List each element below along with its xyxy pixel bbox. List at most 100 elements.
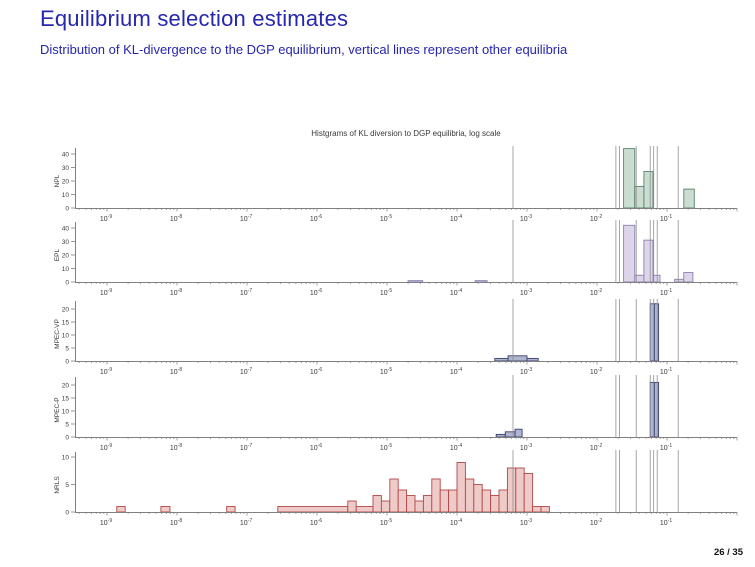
x-tick-label: 10-4 (450, 288, 462, 297)
NRLS-histogram-bar (523, 473, 534, 513)
y-tick-label: 20 (62, 252, 70, 259)
x-tick-label: 10-8 (170, 443, 182, 452)
y-tick-label: 0 (65, 358, 69, 365)
MPEC-P-histogram-bar (495, 433, 506, 438)
EPL-histogram-bar (643, 239, 654, 283)
panel-ylabel-EPL: EPL (54, 248, 61, 261)
NRLS-histogram-bar (540, 506, 550, 513)
EPL-histogram-bar (683, 272, 694, 283)
x-tick-label: 10-8 (170, 214, 182, 223)
MPEC-VP-histogram-bar (653, 303, 660, 362)
x-tick-label: 10-2 (590, 214, 602, 223)
MPEC-VP-histogram-bar (526, 357, 539, 362)
panel-ylabel-MPEC-P: MPEC-P (54, 397, 61, 422)
NRLS-histogram-bar (380, 500, 391, 513)
NRLS-histogram-bar (532, 506, 542, 513)
y-tick-label: 15 (62, 319, 70, 326)
x-tick-label: 10-4 (450, 214, 462, 223)
x-tick-label: 10-9 (100, 443, 112, 452)
NRLS-histogram-bar (464, 478, 475, 513)
x-tick-label: 10-5 (380, 443, 392, 452)
y-tick-label: 0 (65, 279, 69, 286)
x-tick-label: 10-6 (310, 288, 322, 297)
MPEC-P-histogram-bar (514, 428, 523, 438)
x-tick-label: 10-1 (660, 288, 672, 297)
NRLS-histogram-bar (481, 489, 492, 513)
y-tick-label: 30 (62, 239, 70, 246)
MPEC-VP-histogram-bar (494, 357, 509, 362)
y-tick-label: 20 (62, 178, 70, 185)
x-tick-label: 10-7 (240, 443, 252, 452)
y-tick-label: 5 (65, 482, 69, 489)
x-tick-label: 10-7 (240, 288, 252, 297)
y-tick-label: 0 (65, 205, 69, 212)
y-tick-label: 0 (65, 509, 69, 516)
EPL-histogram-bar (623, 224, 636, 283)
NRLS-histogram-bar (431, 478, 441, 513)
y-tick-label: 20 (62, 382, 70, 389)
NRLS-histogram-bar (372, 495, 382, 513)
x-tick-label: 10-7 (240, 367, 252, 376)
x-tick-label: 10-9 (100, 214, 112, 223)
NRLS-histogram-bar (473, 484, 483, 513)
panel-ylabel-NRLS: NRLS (54, 476, 61, 494)
NRLS-histogram-bar (498, 489, 508, 513)
y-tick-label: 20 (62, 306, 70, 313)
NRLS-histogram-bar (397, 489, 408, 513)
NRLS-histogram-bar (515, 467, 525, 513)
x-tick-label: 10-2 (590, 518, 602, 527)
x-tick-label: 10-9 (100, 367, 112, 376)
y-tick-label: 15 (62, 395, 70, 402)
EPL-histogram-bar (407, 280, 424, 283)
x-tick-label: 10-3 (520, 518, 532, 527)
NRLS-histogram-bar (355, 506, 374, 513)
MPEC-P-histogram-bar (504, 431, 516, 438)
x-tick-label: 10-4 (450, 443, 462, 452)
y-tick-label: 5 (65, 345, 69, 352)
NRLS-histogram-bar (506, 467, 517, 513)
NRLS-histogram-bar (448, 489, 458, 513)
x-tick-label: 10-2 (590, 367, 602, 376)
x-tick-label: 10-6 (310, 443, 322, 452)
x-tick-label: 10-6 (310, 367, 322, 376)
x-tick-label: 10-3 (520, 443, 532, 452)
y-tick-label: 5 (65, 421, 69, 428)
page-number: 26 / 35 (713, 547, 743, 558)
MPEC-VP-histogram-bar (507, 355, 528, 362)
y-tick-label: 10 (62, 408, 70, 415)
NRLS-histogram-bar (277, 506, 349, 513)
slide-title: Equilibrium selection estimates (40, 6, 349, 31)
NPL-histogram-bar (623, 148, 636, 209)
x-tick-label: 10-8 (170, 367, 182, 376)
x-tick-label: 10-8 (170, 288, 182, 297)
y-tick-label: 40 (62, 151, 70, 158)
NRLS-histogram-bar (160, 506, 171, 513)
y-tick-label: 0 (65, 434, 69, 441)
x-tick-label: 10-3 (520, 288, 532, 297)
y-tick-label: 10 (62, 266, 70, 273)
x-tick-label: 10-1 (660, 518, 672, 527)
x-tick-label: 10-1 (660, 214, 672, 223)
x-tick-label: 10-1 (660, 443, 672, 452)
EPL-histogram-bar (674, 278, 685, 283)
EPL-histogram-bar (474, 280, 488, 283)
x-tick-label: 10-3 (520, 367, 532, 376)
x-tick-label: 10-9 (100, 518, 112, 527)
NRLS-histogram-bar (116, 506, 126, 513)
x-tick-label: 10-2 (590, 288, 602, 297)
MPEC-P-histogram-bar (653, 381, 660, 438)
NRLS-histogram-bar (414, 500, 424, 513)
x-tick-label: 10-1 (660, 367, 672, 376)
figure-title: Histgrams of KL diversion to DGP equilib… (311, 129, 501, 138)
x-tick-label: 10-4 (450, 367, 462, 376)
x-tick-label: 10-2 (590, 443, 602, 452)
NRLS-histogram-bar (406, 495, 416, 513)
x-tick-label: 10-4 (450, 518, 462, 527)
panel-ylabel-MPEC-VP: MPEC-VP (54, 319, 61, 349)
x-tick-label: 10-5 (380, 518, 392, 527)
x-tick-label: 10-6 (310, 214, 322, 223)
slide-subtitle: Distribution of KL-divergence to the DGP… (40, 42, 568, 57)
x-tick-label: 10-9 (100, 288, 112, 297)
x-tick-label: 10-5 (380, 288, 392, 297)
y-tick-label: 10 (62, 192, 70, 199)
